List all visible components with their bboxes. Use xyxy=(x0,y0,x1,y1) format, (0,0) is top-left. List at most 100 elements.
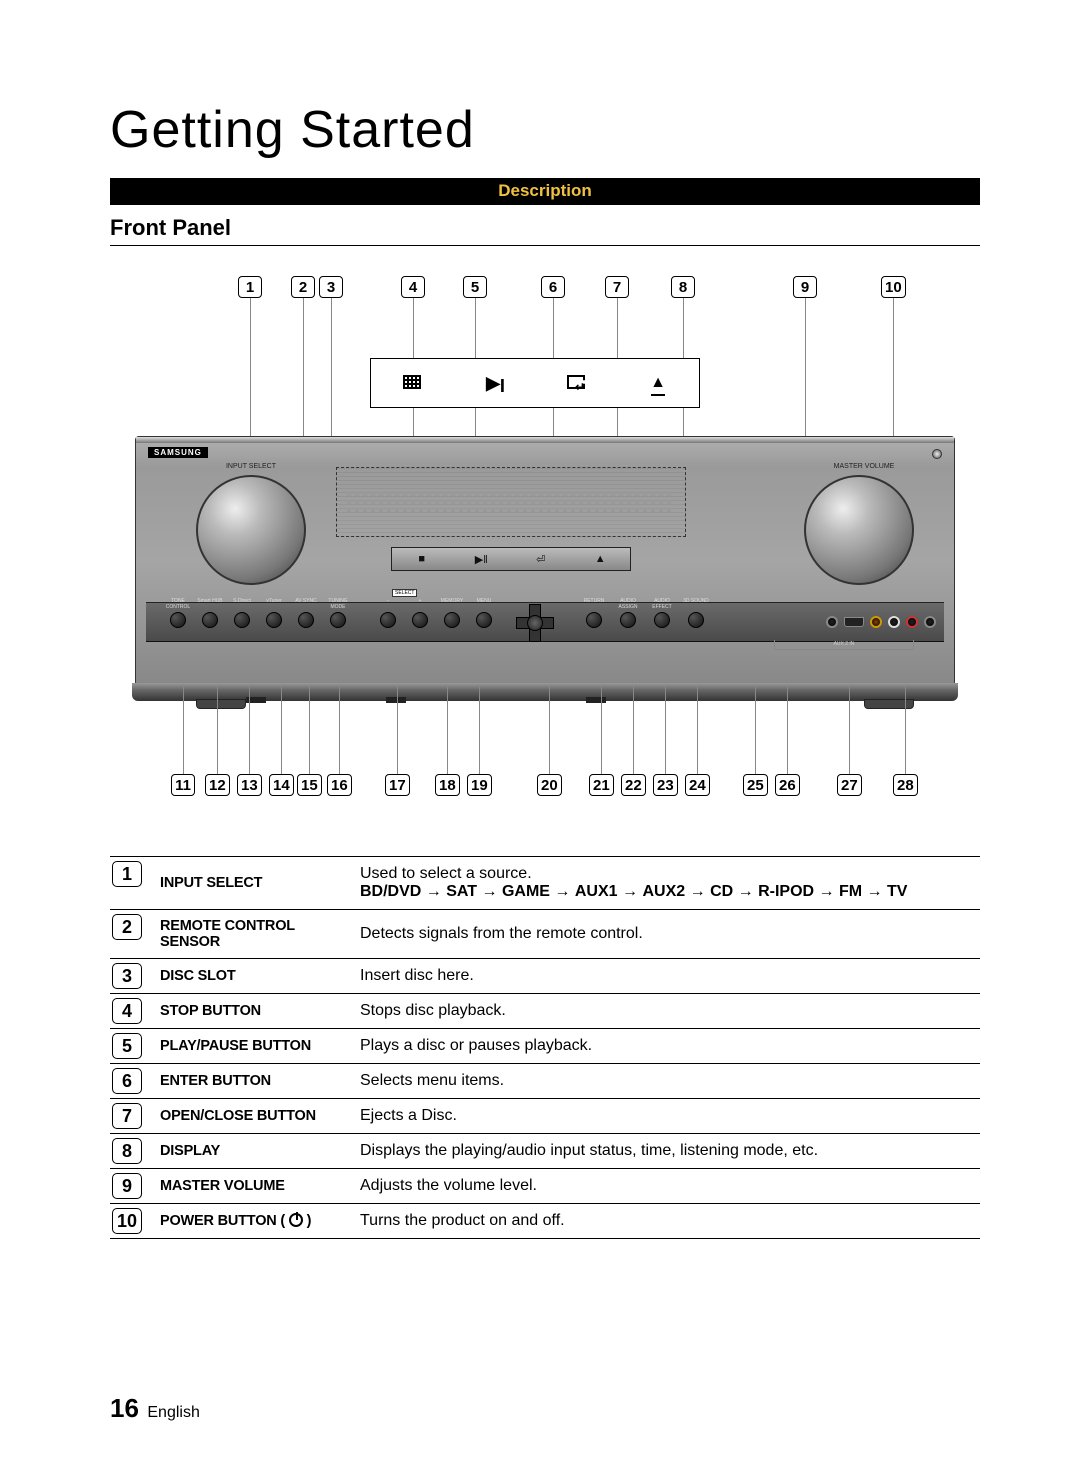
row-desc-6: Selects menu items. xyxy=(354,1064,980,1099)
hdmi-port xyxy=(844,617,864,627)
row-num-3: 3 xyxy=(112,963,142,989)
zoom-symbol-2: ↵ xyxy=(564,372,588,395)
phones-jack xyxy=(924,616,936,628)
row-name-7: OPEN/CLOSE BUTTON xyxy=(154,1099,354,1134)
small-btn-label-8: MEMORY xyxy=(438,598,466,604)
callout-bottom-15: 15 xyxy=(297,686,322,796)
row-num-4: 4 xyxy=(112,998,142,1024)
lower-button-row: TONE CONTROLSmart HUBS.DirectvTunerAV SY… xyxy=(136,602,954,662)
callout-bottom-28: 28 xyxy=(893,686,918,796)
power-button xyxy=(932,449,942,459)
row-desc-10: Turns the product on and off. xyxy=(354,1204,980,1239)
page-title: Getting Started xyxy=(110,100,980,160)
row-desc-5: Plays a disc or pauses playback. xyxy=(354,1029,980,1064)
port-area xyxy=(716,606,936,638)
callout-bottom-21: 21 xyxy=(589,686,614,796)
row-name-10: POWER BUTTON ( ) xyxy=(154,1204,354,1239)
small-btn-7 xyxy=(412,612,428,628)
small-btn-label-3: vTuner xyxy=(260,598,288,604)
small-btn-2 xyxy=(234,612,250,628)
callout-bottom-12: 12 xyxy=(205,686,230,796)
dpad xyxy=(516,604,554,642)
callout-top-9: 9 xyxy=(793,276,817,436)
row-name-6: ENTER BUTTON xyxy=(154,1064,354,1099)
audio-r-jack xyxy=(906,616,918,628)
page-language: English xyxy=(147,1404,199,1421)
row-num-6: 6 xyxy=(112,1068,142,1094)
table-row-5: 5PLAY/PAUSE BUTTONPlays a disc or pauses… xyxy=(110,1029,980,1064)
callout-bottom-16: 16 xyxy=(327,686,352,796)
small-btn-4 xyxy=(298,612,314,628)
input-select-label: INPUT SELECT xyxy=(211,463,291,470)
asc-mic-jack xyxy=(826,616,838,628)
row-num-7: 7 xyxy=(112,1103,142,1129)
brand-logo: SAMSUNG xyxy=(148,447,208,458)
callout-top-2: 2 xyxy=(291,276,315,436)
callout-top-8: 8 xyxy=(671,276,695,436)
small-btn-label-11: AUDIO ASSIGN xyxy=(614,598,642,610)
row-num-2: 2 xyxy=(112,914,142,940)
callout-top-7: 7 xyxy=(605,276,629,436)
callout-top-1: 1 xyxy=(238,276,262,436)
small-btn-label-10: RETURN xyxy=(580,598,608,604)
device-btn-0: ■ xyxy=(411,553,433,565)
table-row-9: 9MASTER VOLUMEAdjusts the volume level. xyxy=(110,1169,980,1204)
row-desc-8: Displays the playing/audio input status,… xyxy=(354,1134,980,1169)
small-btn-8 xyxy=(444,612,460,628)
small-btn-0 xyxy=(170,612,186,628)
row-num-9: 9 xyxy=(112,1173,142,1199)
small-btn-label-5: TUNING MODE xyxy=(324,598,352,610)
small-btn-label-7: + xyxy=(406,598,434,604)
callout-bottom-23: 23 xyxy=(653,686,678,796)
aux-label: AUX 2 IN xyxy=(774,640,914,650)
callout-top-10: 10 xyxy=(881,276,906,436)
description-bar: Description xyxy=(110,178,980,205)
device-btn-1: ▶‖ xyxy=(470,553,492,566)
small-btn-label-1: Smart HUB xyxy=(196,598,224,604)
callout-bottom-13: 13 xyxy=(237,686,262,796)
row-desc-2: Detects signals from the remote control. xyxy=(354,910,980,959)
callout-bottom-11: 11 xyxy=(171,686,195,796)
callout-top-6: 6 xyxy=(541,276,565,436)
row-desc-7: Ejects a Disc. xyxy=(354,1099,980,1134)
input-select-dial xyxy=(196,475,306,585)
small-btn-1 xyxy=(202,612,218,628)
small-btn-9 xyxy=(476,612,492,628)
row-name-5: PLAY/PAUSE BUTTON xyxy=(154,1029,354,1064)
power-icon xyxy=(289,1213,303,1227)
callout-top-4: 4 xyxy=(401,276,425,436)
master-volume-label: MASTER VOLUME xyxy=(824,463,904,470)
small-btn-12 xyxy=(654,612,670,628)
device-btn-2: ⏎ xyxy=(530,553,552,566)
small-btn-label-4: AV SYNC xyxy=(292,598,320,604)
callout-bottom-25: 25 xyxy=(743,686,768,796)
callout-bottom-19: 19 xyxy=(467,686,492,796)
table-row-2: 2REMOTE CONTROL SENSORDetects signals fr… xyxy=(110,910,980,959)
small-btn-label-0: TONE CONTROL xyxy=(164,598,192,610)
small-btn-13 xyxy=(688,612,704,628)
callout-bottom-24: 24 xyxy=(685,686,710,796)
callout-bottom-17: 17 xyxy=(385,686,410,796)
master-volume-dial xyxy=(804,475,914,585)
small-btn-6 xyxy=(380,612,396,628)
small-btn-11 xyxy=(620,612,636,628)
callout-top-3: 3 xyxy=(319,276,343,436)
description-bar-text: Description xyxy=(498,181,592,200)
row-name-3: DISC SLOT xyxy=(154,959,354,994)
table-row-10: 10 POWER BUTTON ( )Turns the product on a… xyxy=(110,1204,980,1239)
table-row-8: 8DISPLAYDisplays the playing/audio input… xyxy=(110,1134,980,1169)
small-btn-label-12: AUDIO EFFECT xyxy=(648,598,676,610)
display-area xyxy=(336,467,686,537)
audio-l-jack xyxy=(888,616,900,628)
row-name-4: STOP BUTTON xyxy=(154,994,354,1029)
row-desc-1: Used to select a source.BD/DVD → SAT → G… xyxy=(354,857,980,910)
zoom-symbol-3: ▲ xyxy=(646,370,670,396)
small-btn-label-2: S.Direct xyxy=(228,598,256,604)
callout-bottom-18: 18 xyxy=(435,686,460,796)
small-btn-10 xyxy=(586,612,602,628)
description-table: 1INPUT SELECTUsed to select a source.BD/… xyxy=(110,856,980,1239)
callout-bottom-26: 26 xyxy=(775,686,800,796)
row-num-10: 10 xyxy=(112,1208,142,1234)
callout-top-5: 5 xyxy=(463,276,487,436)
section-title: Front Panel xyxy=(110,215,980,246)
